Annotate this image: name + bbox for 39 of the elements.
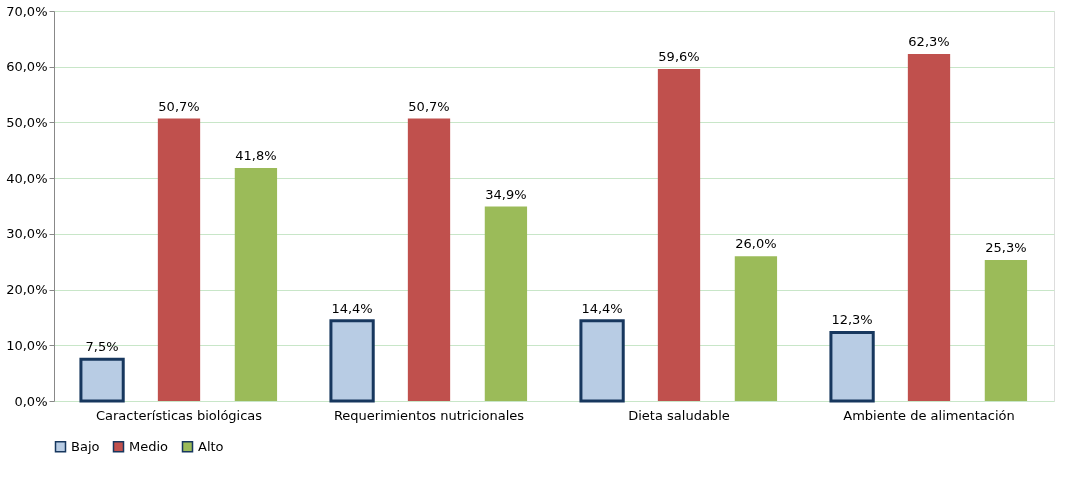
bar [79, 357, 125, 403]
bar [734, 256, 778, 401]
bar [984, 260, 1028, 401]
bar [329, 319, 375, 403]
data-label: 14,4% [331, 300, 373, 316]
legend-label: Medio [129, 438, 169, 454]
data-label: 25,3% [985, 240, 1027, 256]
data-label: 34,9% [485, 186, 527, 202]
x-tick-label: Dieta saludable [628, 407, 730, 423]
bar [829, 330, 875, 403]
x-tick-label: Características biológicas [95, 407, 263, 423]
data-label: 14,4% [581, 300, 623, 316]
x-tick-label: Requerimientos nutricionales [333, 407, 525, 423]
legend-label: Bajo [71, 438, 100, 454]
y-tick-label: 0,0% [14, 393, 48, 409]
data-label: 41,8% [235, 148, 277, 164]
bar [234, 168, 278, 401]
data-label: 50,7% [158, 98, 200, 114]
x-tick-label: Ambiente de alimentación [843, 407, 1015, 423]
data-label: 26,0% [735, 236, 777, 252]
y-tick-label: 30,0% [6, 226, 48, 242]
y-tick-label: 70,0% [6, 3, 48, 19]
data-label: 7,5% [85, 339, 119, 355]
y-tick-label: 10,0% [6, 337, 48, 353]
data-label: 50,7% [408, 98, 450, 114]
data-label: 62,3% [908, 33, 950, 49]
data-label: 59,6% [658, 48, 700, 64]
y-tick-label: 50,0% [6, 114, 48, 130]
bar [157, 118, 201, 401]
bar [579, 319, 625, 403]
bar [407, 118, 451, 401]
bar [657, 68, 701, 401]
bar [484, 206, 528, 401]
y-tick-label: 40,0% [6, 170, 48, 186]
y-tick-label: 60,0% [6, 59, 48, 75]
legend-label: Alto [198, 438, 224, 454]
bar [907, 53, 951, 401]
data-label: 12,3% [831, 312, 873, 328]
y-tick-label: 20,0% [6, 282, 48, 298]
